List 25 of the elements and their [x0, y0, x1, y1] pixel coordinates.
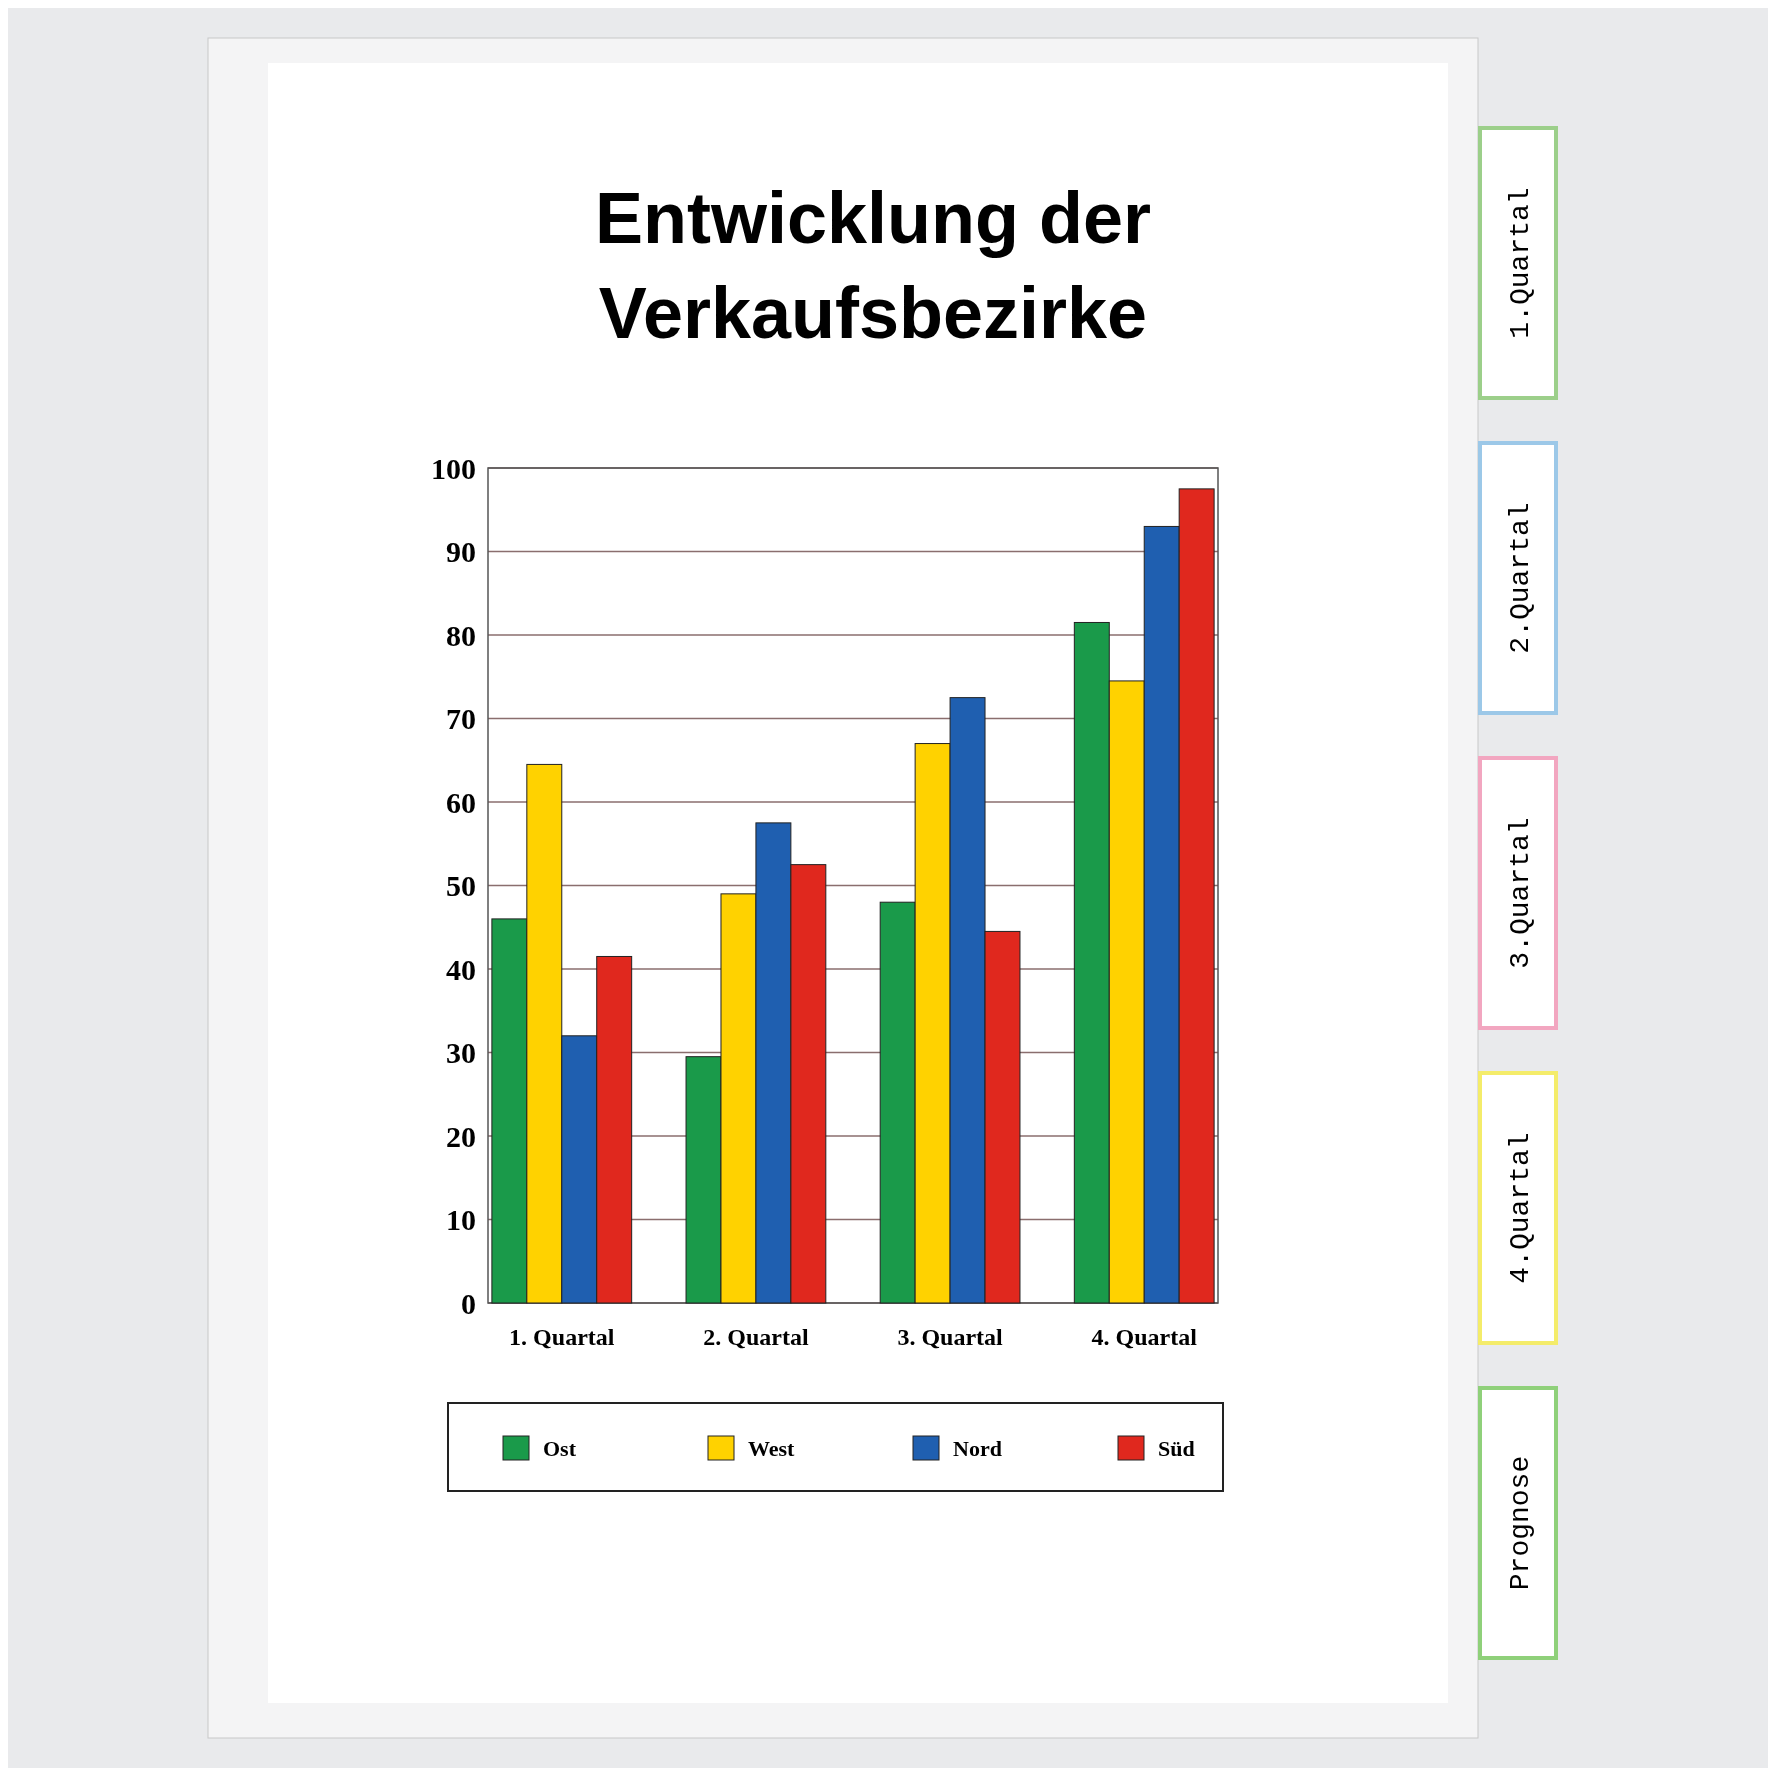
y-tick-label: 100	[431, 451, 476, 485]
legend-label: Süd	[1158, 1435, 1195, 1461]
y-tick-label: 40	[446, 952, 476, 986]
legend-label: Nord	[953, 1435, 1002, 1461]
text: 1.Quartal	[1504, 187, 1536, 339]
y-tick-label: 70	[446, 702, 476, 735]
y-tick-label: 30	[446, 1036, 476, 1069]
x-tick-label: 4. Quartal	[1091, 1324, 1198, 1350]
legend-label: Ost	[543, 1435, 577, 1461]
y-tick-label: 0	[461, 1286, 476, 1320]
y-tick-label: 20	[446, 1119, 476, 1153]
text: 2.Quartal	[1504, 502, 1536, 654]
y-tick-label: 10	[446, 1203, 476, 1236]
text: 3.Quartal	[1504, 817, 1536, 969]
chart-title: Entwicklung der Verkaufsbezirke	[594, 178, 1152, 353]
x-tick-label: 3. Quartal	[897, 1324, 1004, 1350]
y-tick-label: 50	[446, 869, 476, 902]
text: 4.Quartal	[1504, 1132, 1536, 1284]
legend-label: West	[748, 1435, 796, 1461]
y-tick-label: 80	[446, 618, 476, 652]
y-tick-label: 60	[446, 785, 476, 819]
y-tick-label: 90	[446, 535, 476, 568]
text: Prognose	[1504, 1455, 1536, 1591]
x-tick-label: 2. Quartal	[703, 1324, 809, 1350]
x-tick-label: 1. Quartal	[509, 1324, 615, 1350]
